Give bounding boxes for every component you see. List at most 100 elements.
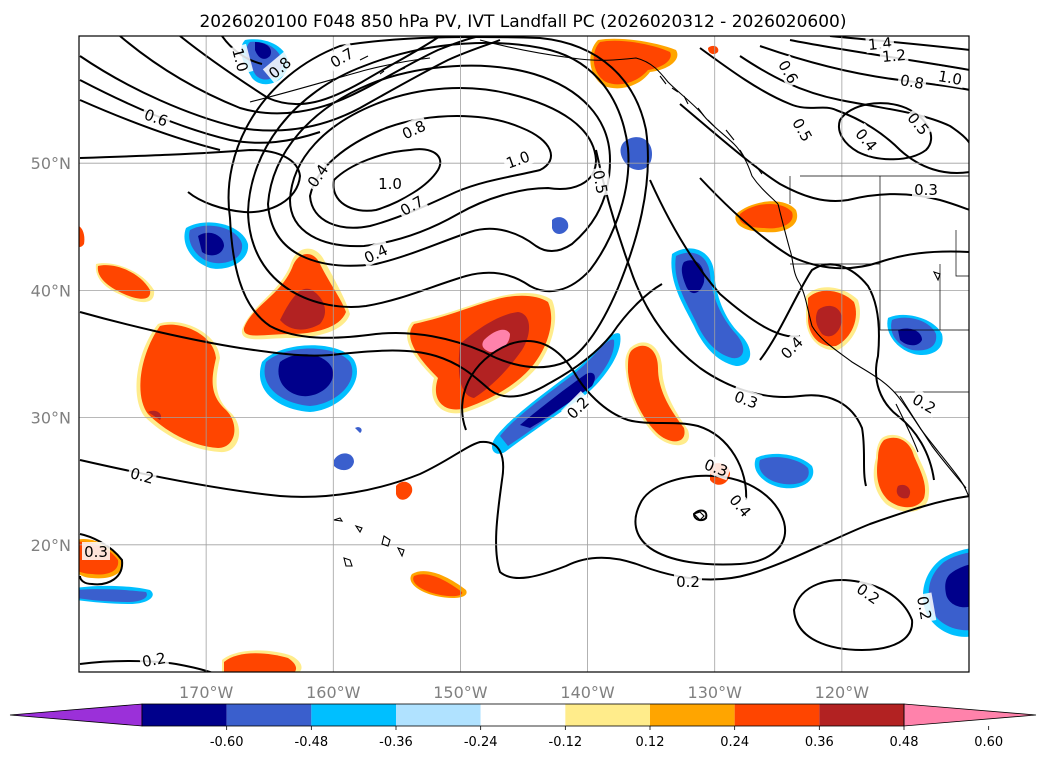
- contour-label-bg: [912, 180, 940, 198]
- contour-0.2-south: [792, 579, 914, 652]
- contour-label: 0.6: [140, 103, 173, 131]
- contour-label-bg: [788, 112, 818, 147]
- colorbar-tick-label: -0.24: [464, 735, 498, 750]
- contour-0.6-nw: [79, 79, 321, 144]
- lon-tick-label: 130°W: [688, 683, 743, 702]
- lat-tick-label: 20°N: [31, 536, 71, 555]
- colorbar-segment: [565, 704, 650, 726]
- contour-label-bg: [934, 65, 966, 89]
- colorbar-tick-label: 0.48: [890, 735, 919, 750]
- lon-tick-label: 160°W: [306, 683, 361, 702]
- neg-blob-band-145w: [491, 333, 621, 454]
- lat-tick-label: 40°N: [31, 281, 71, 300]
- border-states-a: [790, 263, 969, 331]
- colorbar-tick-label: 0.24: [720, 735, 749, 750]
- colorbar-tick-label: -0.48: [295, 735, 329, 750]
- map-gridlines: [79, 36, 969, 672]
- contour-label-bg: [724, 488, 757, 522]
- contour-0.2-sw: [79, 660, 214, 672]
- neg-blob-114w-35n: [887, 314, 943, 356]
- contour-label-bg: [561, 391, 594, 424]
- contour-label: 1.0: [376, 174, 404, 193]
- pos-blob-121w-38n: [806, 287, 860, 351]
- colorbar-extend-max: [903, 703, 1037, 727]
- contour-label-bg: [589, 166, 613, 198]
- contour-ne-1.0: [759, 45, 969, 91]
- contour-label: 0.3: [912, 180, 940, 199]
- contour-label: 0.2: [126, 462, 159, 488]
- contour-label-bg: [394, 190, 429, 220]
- contour-label-bg: [262, 51, 296, 84]
- contour-label: 0.3: [82, 542, 110, 561]
- contour-label: 0.8: [896, 69, 928, 93]
- coast-hawaii: [333, 517, 405, 567]
- contour-label-bg: [879, 44, 909, 66]
- lon-tick-label: 150°W: [433, 683, 488, 702]
- contour-label-text: 1.0: [228, 46, 252, 74]
- colorbar-tick-label: -0.36: [379, 735, 413, 750]
- contour-ne-1.2: [789, 39, 969, 71]
- contour-label-bg: [730, 385, 763, 413]
- pos-blob-alaska-coast: [590, 38, 719, 89]
- neg-blob-125w-25n: [754, 453, 814, 489]
- contour-label-text: 1.2: [881, 46, 906, 66]
- contour-label: 1.0: [228, 43, 254, 76]
- contour-0.4-loop: [227, 36, 649, 369]
- colorbar-tick-label: 0.36: [805, 735, 834, 750]
- colorbar-segment: [819, 704, 904, 726]
- coast-west-canada-us: [777, 203, 969, 499]
- longitude-axis: 170°W 160°W 150°W 140°W 130°W 120°W: [179, 683, 869, 702]
- neg-blob-158w-25n: [334, 427, 362, 471]
- colorbar-segment: [734, 704, 820, 726]
- contour-label-bg: [501, 145, 534, 173]
- contour-label-bg: [674, 572, 702, 590]
- contour-0.3-south-loop: [634, 474, 787, 566]
- colorbar-segment: [650, 704, 735, 726]
- contour-label-text: 0.3: [914, 181, 938, 199]
- border-states-b: [879, 176, 969, 330]
- neg-blob-185w-43n: [184, 222, 249, 269]
- contour-small-loop: [692, 509, 708, 522]
- contour-ne-0.6: [699, 47, 969, 174]
- lat-tick-label: 50°N: [31, 154, 71, 173]
- lon-tick-label: 170°W: [179, 683, 234, 702]
- contour-ne-0.5-loop: [838, 102, 933, 161]
- contour-ne-0.3: [699, 177, 969, 270]
- contour-label-bg: [359, 239, 393, 268]
- contour-0.3-outer: [79, 283, 663, 398]
- contour-label-bg: [301, 158, 333, 193]
- contour-label-text: 0.8: [899, 71, 926, 93]
- contour-label-text: 0.5: [589, 169, 611, 196]
- contour-label-bg: [82, 542, 110, 560]
- coast-aleutians: [249, 55, 431, 103]
- contour-label-bg: [324, 42, 359, 72]
- contour-0.4-mid: [461, 339, 748, 501]
- colorbar-segment: [142, 704, 227, 726]
- contour-label-bg: [126, 462, 159, 488]
- contour-0.5-nw: [79, 99, 221, 151]
- pv-contours: [79, 36, 969, 672]
- contour-ne-1.4: [829, 36, 969, 51]
- pos-blob-168w-33n: [136, 321, 240, 453]
- colorbar: -0.60 -0.48 -0.36 -0.24 -0.12 0.12 0.24 0.36 0.4…: [9, 703, 1037, 750]
- pv-shading: [79, 38, 969, 672]
- colorbar-tick-label: -0.12: [549, 735, 583, 750]
- lon-tick-label: 120°W: [815, 683, 870, 702]
- lon-tick-label: 140°W: [560, 683, 615, 702]
- contour-label: 0.4: [301, 158, 333, 193]
- contour-ridge-0.6: [266, 64, 612, 267]
- colorbar-tick-label: 0.12: [636, 735, 665, 750]
- contour-label-bg: [397, 115, 431, 144]
- colorbar-segment: [311, 704, 396, 726]
- contour-label-bg: [902, 106, 935, 140]
- neg-blob-167w-33n: [259, 345, 357, 412]
- contour-0.3-east-a: [649, 179, 801, 338]
- contour-label-bg: [913, 592, 937, 624]
- contour-0.5-mid: [595, 149, 867, 487]
- colorbar-segment: [396, 704, 481, 726]
- coast-south-alaska: [479, 39, 779, 205]
- contour-ne-0.8: [739, 55, 969, 145]
- map-title: 2026020100 F048 850 hPa PV, IVT Landfall…: [199, 12, 846, 32]
- pos-blob-146w-36n: [407, 293, 556, 414]
